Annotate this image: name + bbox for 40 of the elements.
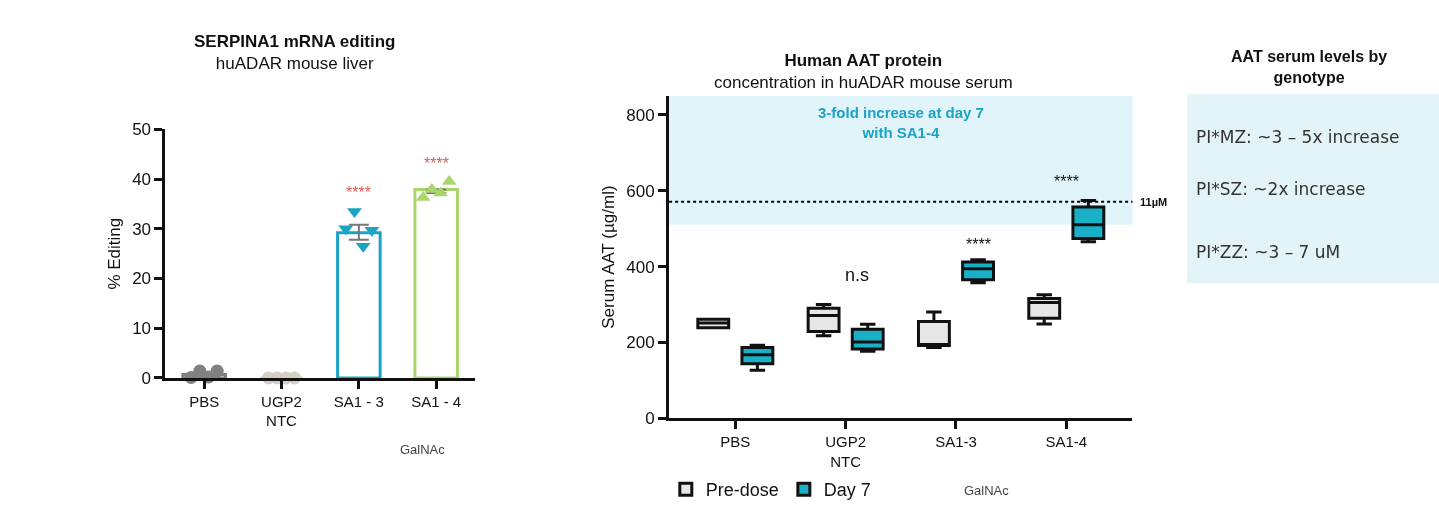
y-tick-label: 0 <box>645 409 655 429</box>
y-tick-label: 40 <box>132 170 152 190</box>
annotation: **** <box>1054 173 1079 190</box>
y-tick-label: 400 <box>626 257 655 277</box>
x-tick-label: SA1 - 3 <box>333 392 384 410</box>
annotation: **** <box>966 236 991 253</box>
chart-title: SERPINA1 mRNA editing <box>194 32 396 51</box>
y-tick-label: 800 <box>626 105 655 125</box>
y-tick-label: 30 <box>132 219 152 239</box>
x-tick-label: PBS <box>189 392 220 410</box>
ref-line-label: 11µM <box>1140 196 1168 208</box>
chart-subtitle: huADAR mouse liver <box>215 54 374 74</box>
band-label: 3-fold increase at day 7 with SA1-4 <box>818 104 984 141</box>
x-tick-label: SA1-3 <box>935 433 977 451</box>
text: PI*SZ: ~2x increase <box>1196 179 1366 199</box>
text: GalNAc <box>400 442 446 457</box>
x-tick-label: SA1-4 <box>1045 433 1088 451</box>
legend-label: Pre-dose <box>705 480 779 501</box>
y-tick-label: 50 <box>132 120 152 140</box>
text: PI*ZZ: ~3 – 7 uM <box>1196 242 1341 262</box>
y-tick-label: 0 <box>141 368 152 388</box>
annotation: **** <box>346 184 371 201</box>
annotation: **** <box>424 155 449 172</box>
y-tick-label: 600 <box>626 181 655 201</box>
y-axis-title: % Editing <box>104 217 124 290</box>
chart-subtitle: concentration in huADAR mouse serum <box>714 73 1013 93</box>
y-tick-label: 200 <box>626 333 655 353</box>
x-tick-label: UGP2 NTC <box>825 433 867 470</box>
y-tick-label: 10 <box>132 319 152 339</box>
text: GalNAc <box>964 483 1010 498</box>
y-axis-title: Serum AAT (µg/ml) <box>598 185 618 329</box>
text: PI*MZ: ~3 – 5x increase <box>1196 127 1400 147</box>
x-tick-label: PBS <box>720 433 751 451</box>
x-tick-label: SA1 - 4 <box>411 392 462 410</box>
y-tick-label: 20 <box>132 269 152 289</box>
chart-title: Human AAT protein <box>784 51 943 70</box>
legend-label: Day 7 <box>823 480 871 501</box>
annotation: n.s <box>845 265 870 285</box>
x-tick-label: UGP2 NTC <box>261 392 302 430</box>
text: AAT serum levels by genotype <box>1231 48 1388 86</box>
